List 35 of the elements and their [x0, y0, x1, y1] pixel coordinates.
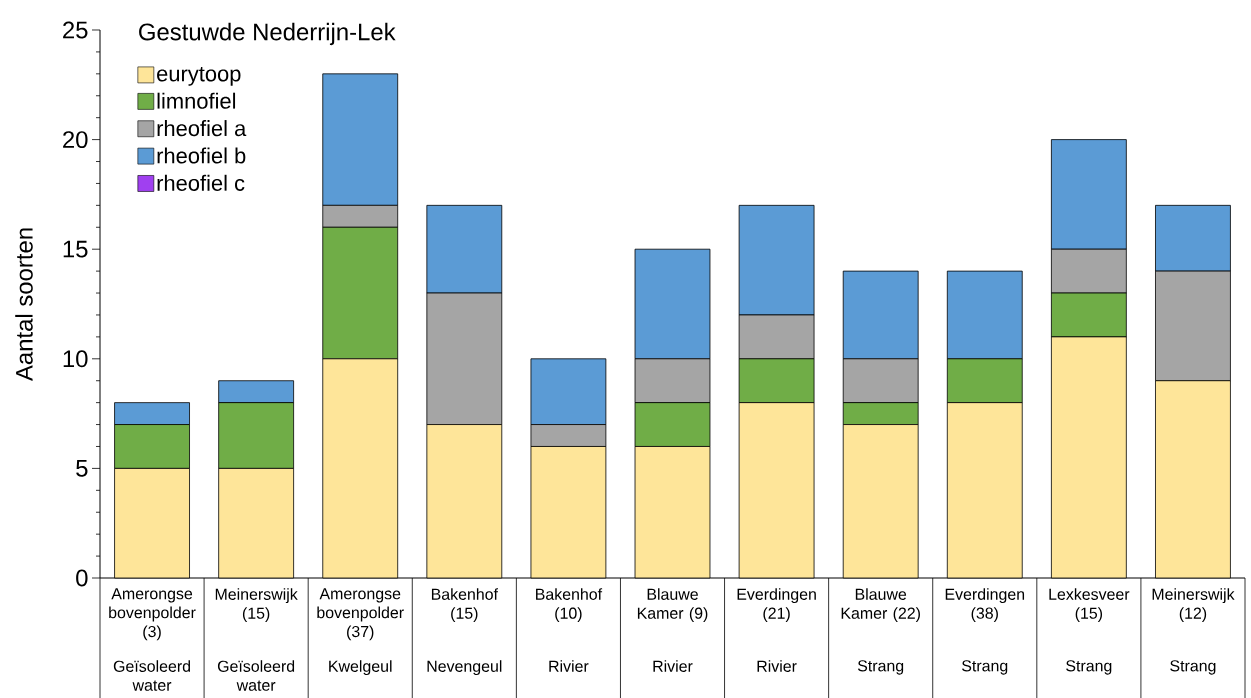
y-tick-label: 25 [63, 21, 88, 39]
text: Strang [857, 660, 904, 675]
y-tick-label: 10 [63, 350, 88, 368]
x-tick-label: Blauwe Kamer (22) [841, 588, 920, 622]
x-tick-label: Everdingen (38) [945, 588, 1025, 622]
legend-label: limnofiel [157, 92, 236, 109]
x-tick-label: Amerongse bovenpolder (37) [317, 588, 404, 641]
legend-label: rheofiel c [157, 174, 245, 191]
text: Rivier [653, 660, 693, 672]
y-tick-label: 20 [63, 131, 88, 149]
y-tick-label: 5 [76, 460, 88, 477]
x-tick-label: Lexkesveer (15) [1049, 588, 1130, 622]
x-tick-label: Meinerswijk (12) [1152, 588, 1235, 622]
text: Rivier [757, 660, 797, 672]
legend-label: rheofiel a [157, 120, 247, 137]
legend-label: eurytoop [157, 67, 241, 86]
text: Strang [1170, 660, 1216, 675]
x-tick-label: Meinerswijk (15) [215, 588, 298, 622]
text: Rivier [549, 660, 589, 672]
x-tick-label: Bakenhof (15) [431, 588, 499, 622]
x-tick-label: Bakenhof (10) [536, 588, 603, 622]
text: Strang [1066, 660, 1112, 675]
text: Nevengeul [427, 660, 502, 676]
y-tick-label: 0 [76, 569, 88, 587]
y-axis-title: Aantal soorten [15, 228, 33, 382]
text: Strang [962, 660, 1008, 675]
chart-title: Gestuwde Nederrijn-Lek [139, 22, 396, 46]
text: Geïsoleerd water [113, 660, 190, 691]
text: Kwelgeul [329, 660, 392, 676]
x-tick-label: Amerongse bovenpolder (3) [109, 588, 196, 641]
legend-label: rheofiel b [157, 147, 246, 164]
text: Geïsoleerd water [217, 660, 295, 691]
y-tick-label: 15 [63, 240, 88, 258]
x-tick-label: Everdingen (21) [737, 588, 816, 622]
x-tick-label: Blauwe Kamer (9) [637, 588, 708, 622]
